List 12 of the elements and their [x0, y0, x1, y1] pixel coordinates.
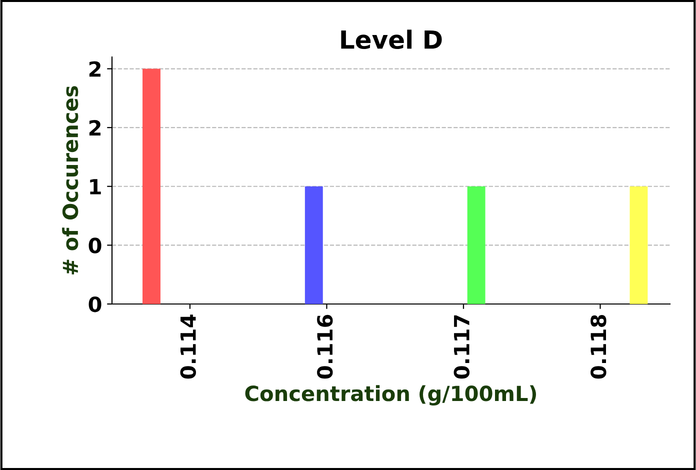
x-tick-label: 0.116 — [317, 314, 333, 379]
x-tick-label: 0.117 — [454, 315, 470, 379]
y-axis-title: # of Occurences — [62, 86, 78, 274]
x-axis-title: Concentration (g/100mL) — [245, 385, 536, 406]
y-tick-label: 1 — [90, 179, 101, 194]
x-tick-label: 0.118 — [590, 315, 606, 379]
y-tick-label: 0 — [88, 238, 102, 254]
chart-title: Level D — [341, 30, 442, 50]
x-tick-label: 0.114 — [180, 314, 196, 379]
y-tick-label: 2 — [89, 120, 100, 136]
y-tick-label: 0 — [88, 296, 102, 312]
y-tick-label: 2 — [89, 61, 100, 77]
